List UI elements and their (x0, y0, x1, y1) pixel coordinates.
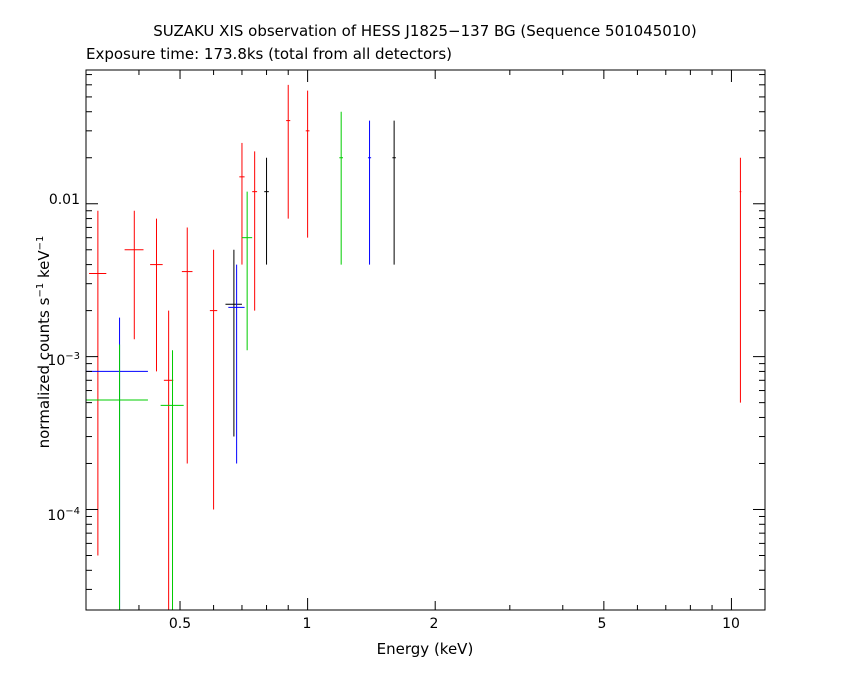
chart-title: SUZAKU XIS observation of HESS J1825−137… (153, 22, 697, 40)
y-axis-label-base: normalized counts s (35, 297, 53, 449)
x-tick-label: 2 (429, 616, 439, 632)
x-tick-label: 5 (597, 616, 607, 632)
y-tick-base: 10 (47, 507, 66, 524)
y-tick-label: 0.01 (48, 192, 80, 208)
data-series (86, 111, 344, 610)
x-tick-label: 1 (302, 616, 312, 632)
data-series (86, 120, 372, 610)
x-tick-label: 0.5 (168, 616, 192, 632)
y-tick-label: 10−3 (47, 351, 80, 369)
data-series (89, 84, 742, 610)
data-series-layer (86, 84, 742, 610)
y-axis-label-exp1: −1 (35, 282, 46, 298)
y-tick-base: 10 (47, 352, 66, 369)
y-axis-label-mid: keV (35, 250, 53, 283)
y-axis-label: normalized counts s−1 keV−1 (35, 236, 53, 449)
x-axis-label: Energy (keV) (376, 640, 474, 658)
y-tick-label: 10−4 (47, 506, 80, 524)
y-axis-label-exp2: −1 (35, 235, 46, 251)
axis-ticks (85, 70, 765, 610)
x-tick-label: 10 (722, 616, 740, 632)
y-tick-exp: −4 (65, 506, 80, 518)
plot-frame (85, 69, 766, 611)
chart-subtitle: Exposure time: 173.8ks (total from all d… (86, 45, 453, 63)
y-tick-exp: −3 (65, 351, 80, 363)
data-series (225, 120, 396, 437)
